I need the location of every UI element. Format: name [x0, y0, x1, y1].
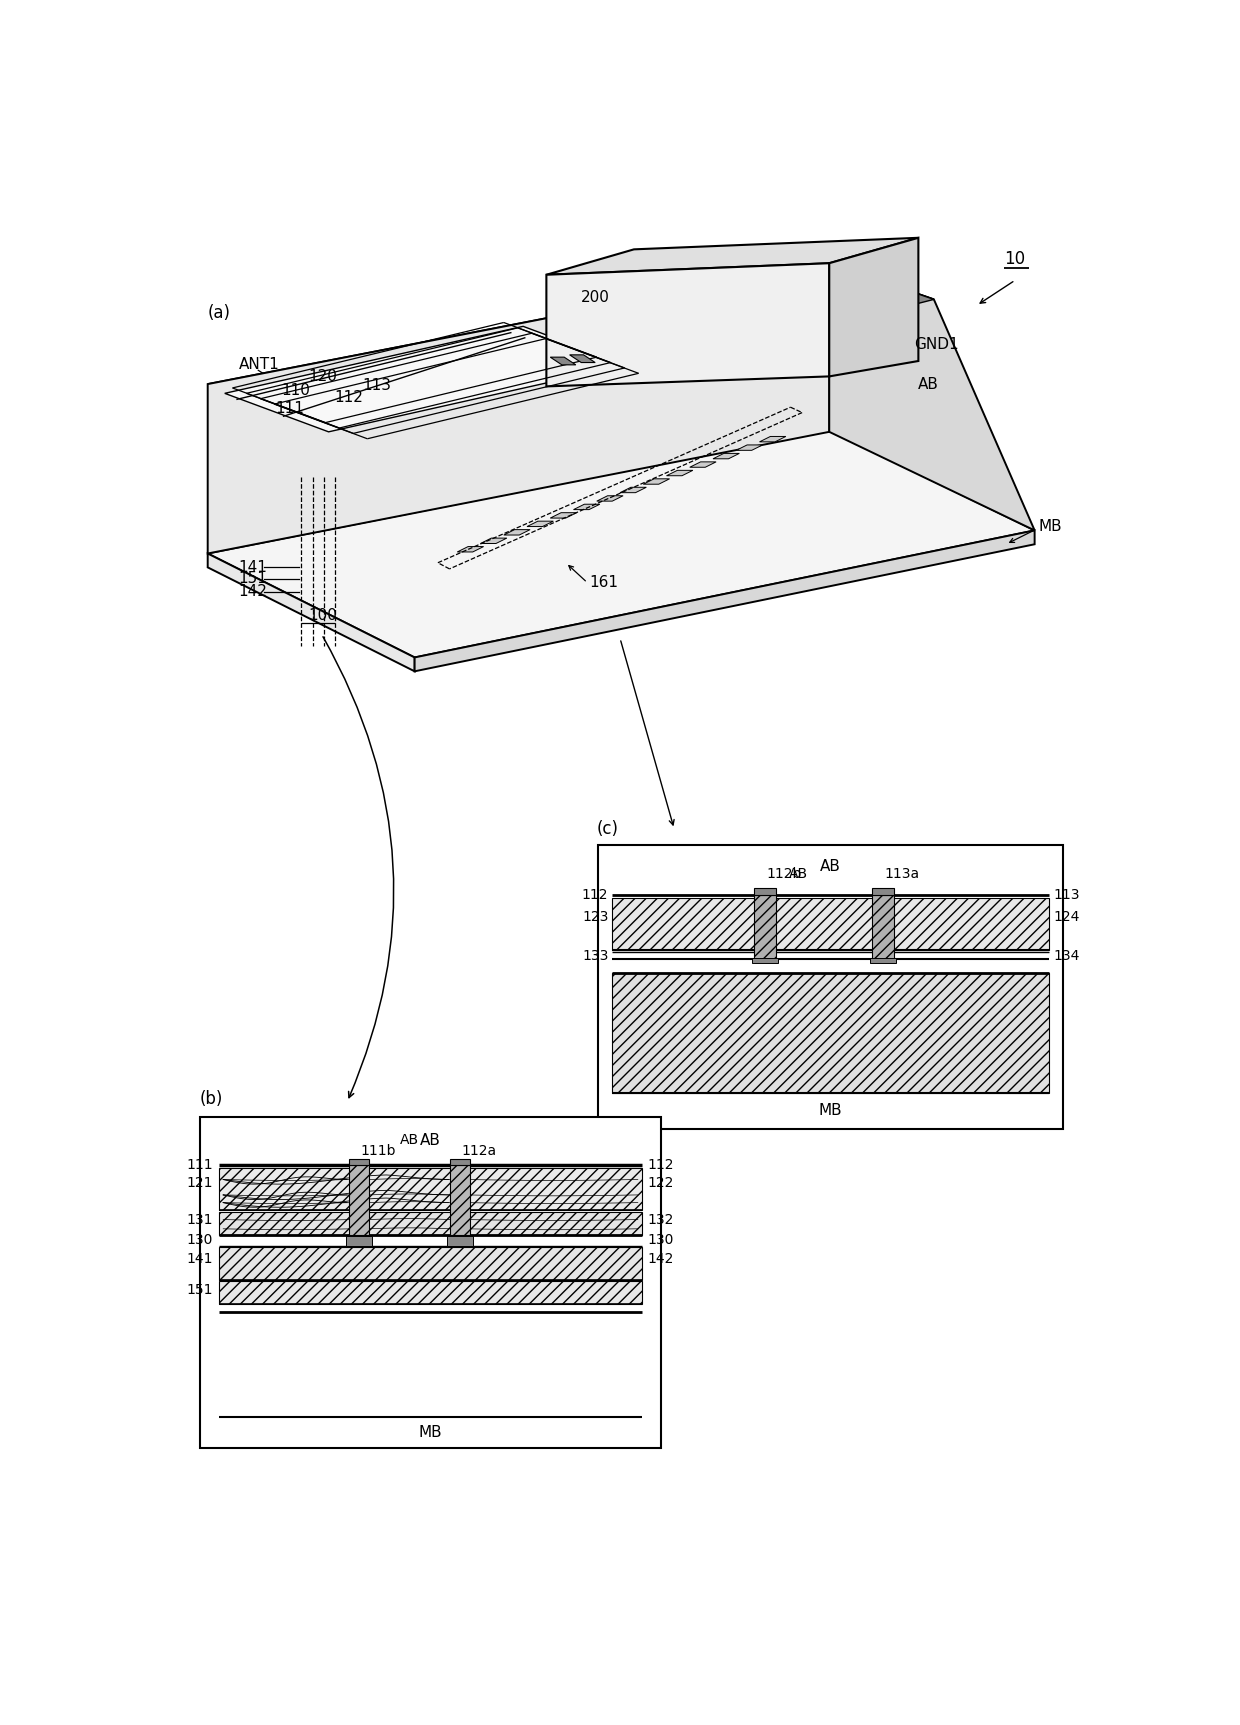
Bar — [200, 1118, 661, 1449]
Bar — [598, 845, 1063, 1130]
Polygon shape — [870, 957, 897, 963]
Polygon shape — [219, 1213, 642, 1235]
Polygon shape — [830, 238, 919, 376]
Text: AB: AB — [420, 1133, 441, 1147]
Text: 141: 141 — [187, 1252, 213, 1266]
Polygon shape — [346, 1237, 372, 1245]
Text: 151: 151 — [238, 571, 268, 586]
Polygon shape — [754, 895, 776, 959]
Text: 161: 161 — [589, 574, 618, 590]
Text: 130: 130 — [649, 1233, 675, 1247]
Polygon shape — [458, 547, 484, 552]
Polygon shape — [644, 480, 670, 485]
Text: 111: 111 — [275, 402, 304, 416]
Text: AB: AB — [919, 376, 939, 392]
Polygon shape — [551, 357, 575, 366]
Text: MB: MB — [818, 1104, 843, 1118]
Text: 124: 124 — [1053, 911, 1080, 925]
Text: 123: 123 — [582, 911, 609, 925]
Polygon shape — [737, 445, 763, 450]
Text: (c): (c) — [596, 819, 619, 838]
Text: 120: 120 — [309, 369, 337, 385]
Text: 110: 110 — [281, 383, 310, 398]
Polygon shape — [207, 430, 1034, 657]
Polygon shape — [613, 973, 1049, 1092]
Text: 121: 121 — [187, 1176, 213, 1190]
Text: 151: 151 — [187, 1283, 213, 1297]
Text: 200: 200 — [582, 290, 610, 305]
Text: 134: 134 — [1053, 949, 1080, 963]
Polygon shape — [873, 888, 894, 895]
Polygon shape — [450, 1159, 470, 1164]
Polygon shape — [713, 454, 739, 459]
Polygon shape — [348, 1164, 368, 1235]
Text: 131: 131 — [187, 1213, 213, 1226]
Text: ANT1: ANT1 — [238, 357, 279, 373]
Text: 112: 112 — [582, 888, 609, 902]
Polygon shape — [759, 436, 786, 442]
Polygon shape — [551, 512, 577, 517]
Text: 112b: 112b — [766, 868, 802, 881]
Polygon shape — [873, 895, 894, 959]
Text: (a): (a) — [207, 304, 231, 323]
Text: 142: 142 — [238, 585, 268, 600]
Polygon shape — [613, 897, 1049, 950]
Polygon shape — [348, 1159, 368, 1164]
Polygon shape — [689, 462, 717, 467]
Text: 112: 112 — [649, 1157, 675, 1171]
Text: AB: AB — [399, 1133, 419, 1147]
Text: GND1: GND1 — [915, 336, 959, 352]
Text: MB: MB — [419, 1425, 443, 1440]
Polygon shape — [527, 521, 553, 526]
Text: (b): (b) — [200, 1090, 223, 1107]
Text: 113: 113 — [363, 378, 392, 393]
Text: 113: 113 — [1053, 888, 1080, 902]
Polygon shape — [414, 530, 1034, 671]
Polygon shape — [751, 957, 779, 963]
Text: 141: 141 — [238, 561, 268, 574]
Polygon shape — [219, 1168, 642, 1211]
Text: 112a: 112a — [461, 1144, 497, 1157]
Polygon shape — [219, 1247, 642, 1280]
Polygon shape — [799, 264, 934, 305]
Polygon shape — [569, 355, 595, 362]
Polygon shape — [573, 504, 600, 509]
Polygon shape — [481, 538, 507, 543]
Polygon shape — [547, 238, 919, 274]
Polygon shape — [219, 1282, 642, 1304]
Polygon shape — [503, 530, 531, 535]
Text: 142: 142 — [649, 1252, 675, 1266]
Polygon shape — [830, 264, 1034, 530]
Text: 112: 112 — [335, 390, 363, 405]
Polygon shape — [596, 495, 624, 502]
Polygon shape — [207, 554, 414, 671]
Text: 133: 133 — [582, 949, 609, 963]
Polygon shape — [620, 486, 646, 493]
Text: MB: MB — [1039, 519, 1063, 535]
Polygon shape — [207, 264, 934, 423]
Polygon shape — [446, 1237, 474, 1245]
Polygon shape — [450, 1164, 470, 1235]
Text: 111: 111 — [186, 1157, 213, 1171]
Polygon shape — [224, 326, 627, 431]
Polygon shape — [207, 264, 830, 554]
Text: 10: 10 — [1003, 250, 1024, 269]
Text: 122: 122 — [649, 1176, 675, 1190]
Text: AB: AB — [789, 868, 807, 881]
Text: 132: 132 — [649, 1213, 675, 1226]
Text: 111b: 111b — [361, 1144, 396, 1157]
Polygon shape — [667, 471, 693, 476]
Text: 100: 100 — [309, 607, 337, 623]
Text: 130: 130 — [187, 1233, 213, 1247]
Polygon shape — [547, 264, 830, 386]
Text: 113a: 113a — [885, 868, 920, 881]
Text: AB: AB — [821, 859, 841, 873]
Polygon shape — [754, 888, 776, 895]
